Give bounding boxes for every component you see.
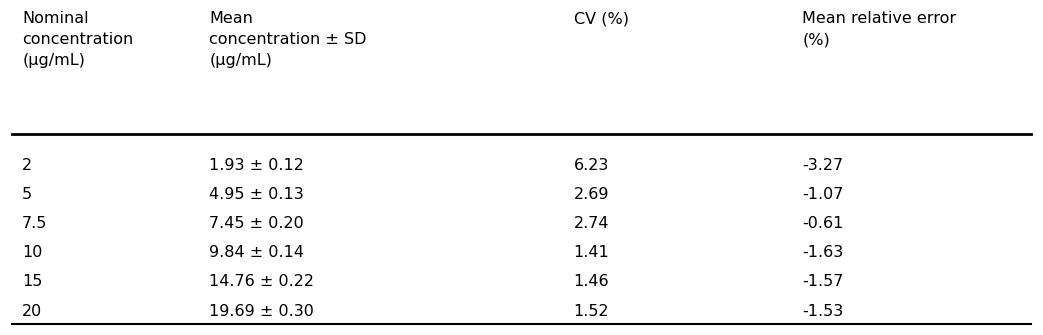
Text: 5: 5	[22, 187, 32, 202]
Text: 6.23: 6.23	[574, 157, 609, 173]
Text: 20: 20	[22, 304, 43, 319]
Text: 1.41: 1.41	[574, 245, 609, 260]
Text: 1.93 ± 0.12: 1.93 ± 0.12	[210, 157, 305, 173]
Text: 1.52: 1.52	[574, 304, 609, 319]
Text: -1.07: -1.07	[802, 187, 844, 202]
Text: -1.53: -1.53	[802, 304, 844, 319]
Text: -1.63: -1.63	[802, 245, 844, 260]
Text: CV (%): CV (%)	[574, 11, 629, 26]
Text: 1.46: 1.46	[574, 274, 609, 289]
Text: 2.69: 2.69	[574, 187, 609, 202]
Text: Mean relative error
(%): Mean relative error (%)	[802, 11, 956, 47]
Text: 14.76 ± 0.22: 14.76 ± 0.22	[210, 274, 314, 289]
Text: 10: 10	[22, 245, 43, 260]
Text: 7.5: 7.5	[22, 216, 48, 231]
Text: -3.27: -3.27	[802, 157, 844, 173]
Text: -1.57: -1.57	[802, 274, 844, 289]
Text: 9.84 ± 0.14: 9.84 ± 0.14	[210, 245, 305, 260]
Text: Nominal
concentration
(µg/mL): Nominal concentration (µg/mL)	[22, 11, 134, 68]
Text: -0.61: -0.61	[802, 216, 844, 231]
Text: Mean
concentration ± SD
(µg/mL): Mean concentration ± SD (µg/mL)	[210, 11, 367, 68]
Text: 2.74: 2.74	[574, 216, 609, 231]
Text: 7.45 ± 0.20: 7.45 ± 0.20	[210, 216, 305, 231]
Text: 4.95 ± 0.13: 4.95 ± 0.13	[210, 187, 305, 202]
Text: 19.69 ± 0.30: 19.69 ± 0.30	[210, 304, 314, 319]
Text: 15: 15	[22, 274, 43, 289]
Text: 2: 2	[22, 157, 32, 173]
